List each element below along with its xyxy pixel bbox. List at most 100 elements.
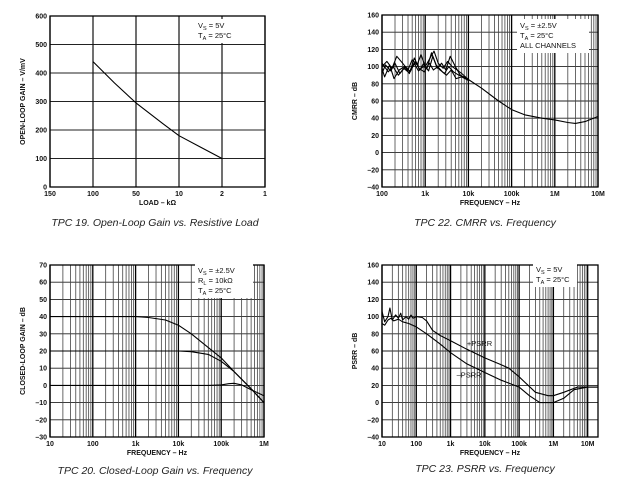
series-line-gain-40db — [50, 316, 265, 403]
annotation-line: TA = 25°C — [198, 286, 232, 297]
x-tick-label: 10 — [46, 441, 54, 448]
annotation-value: = 25°C — [528, 31, 554, 40]
x-tick-label: 10 — [175, 191, 183, 198]
plot-frame — [381, 264, 599, 438]
y-tick-label: 60 — [39, 280, 47, 287]
y-tick-label: 0 — [43, 185, 47, 192]
annotation-subscript: S — [525, 26, 529, 32]
x-axis-label: FREQUENCY – Hz — [460, 450, 521, 457]
x-tick-label: 10M — [591, 191, 605, 198]
figure-caption: TPC 19. Open-Loop Gain vs. Resistive Loa… — [51, 217, 259, 229]
annotation-value: = 5V — [545, 265, 563, 274]
x-tick-label: 100 — [410, 441, 422, 448]
y-axis-label: CMRR – dB — [352, 82, 359, 120]
x-tick-label: 100 — [87, 441, 99, 448]
y-tick-label: 600 — [35, 14, 47, 21]
annotation-background — [517, 19, 589, 53]
annotation-symbol: R — [198, 276, 204, 285]
y-tick-label: 80 — [371, 81, 379, 88]
x-axis-label: LOAD – kΩ — [139, 200, 177, 207]
x-tick-label: 100k — [504, 191, 520, 198]
x-tick-label: 10 — [378, 441, 386, 448]
annotation-line: VS = ±2.5V — [520, 21, 557, 32]
annotation-symbol: V — [520, 21, 525, 30]
y-tick-label: –10 — [35, 400, 47, 407]
x-tick-label: 50 — [132, 191, 140, 198]
annotation-line: TA = 25°C — [198, 31, 232, 42]
y-tick-label: 400 — [35, 71, 47, 78]
annotation-subscript: L — [203, 281, 206, 287]
x-tick-label: 2 — [220, 191, 224, 198]
x-tick-label: 1k — [421, 191, 429, 198]
y-tick-label: 500 — [35, 42, 47, 49]
annotation-line: TA = 25°C — [536, 275, 570, 286]
y-tick-label: 100 — [367, 314, 379, 321]
y-tick-label: 40 — [39, 314, 47, 321]
annotation-symbol: T — [198, 286, 203, 295]
y-tick-label: 30 — [39, 331, 47, 338]
plot-frame — [49, 15, 266, 188]
annotation-symbol: T — [520, 31, 525, 40]
y-tick-label: –20 — [367, 167, 379, 174]
annotation-line: TA = 25°C — [520, 31, 554, 42]
x-tick-label: 10k — [173, 441, 185, 448]
y-tick-label: –20 — [35, 417, 47, 424]
y-tick-label: 140 — [367, 30, 379, 37]
annotation-background — [533, 263, 577, 287]
figure-caption: TPC 22. CMRR vs. Frequency — [414, 217, 557, 229]
y-tick-label: 160 — [367, 263, 379, 270]
x-tick-label: 1 — [263, 191, 267, 198]
y-tick-label: 200 — [35, 128, 47, 135]
x-tick-label: 100k — [511, 441, 527, 448]
y-tick-label: 100 — [367, 64, 379, 71]
annotation-value: = ±2.5V — [529, 21, 557, 30]
y-tick-label: –20 — [367, 417, 379, 424]
annotation-value: = ±2.5V — [207, 266, 235, 275]
series-label: –PSRR — [457, 371, 483, 380]
chart-tpc22: –40 –20 0 20 40 60 80 100 120 140 160 100 1k 10k 100k 1… — [352, 13, 605, 230]
annotation-symbol: ALL CHANNELS — [520, 41, 576, 50]
annotation-value: = 25°C — [544, 275, 570, 284]
chart-tpc19: 0 100 200 300 400 500 600 150 100 50 10 2 1 LOAD – kΩ… — [20, 14, 267, 230]
grid — [381, 264, 599, 438]
x-tick-label: 10M — [581, 441, 595, 448]
grid — [381, 14, 599, 188]
series-line-gain-0db — [50, 382, 265, 397]
y-tick-label: 40 — [371, 366, 379, 373]
annotation-line: RL = 10kΩ — [198, 276, 233, 287]
y-tick-label: 20 — [371, 133, 379, 140]
chart-tpc23: –40 –20 0 20 40 60 80 100 120 140 160 10 100 1k 10k 100… — [352, 263, 599, 475]
annotation-subscript: A — [525, 36, 529, 42]
x-tick-label: 1k — [132, 441, 140, 448]
grid — [49, 264, 265, 438]
annotation-line: VS = 5V — [198, 21, 224, 32]
y-tick-label: 80 — [371, 331, 379, 338]
y-tick-label: 120 — [367, 47, 379, 54]
series-line-gain-20db — [50, 350, 265, 403]
x-tick-label: 1k — [447, 441, 455, 448]
y-tick-label: 0 — [43, 383, 47, 390]
x-tick-label: 1M — [259, 441, 269, 448]
x-tick-label: 100 — [87, 191, 99, 198]
y-tick-label: 300 — [35, 99, 47, 106]
x-tick-label: 1M — [549, 441, 559, 448]
annotation-subscript: S — [541, 270, 545, 276]
x-axis-label: FREQUENCY – Hz — [460, 200, 521, 207]
y-tick-label: 0 — [375, 400, 379, 407]
annotation-line: VS = 5V — [536, 265, 562, 276]
y-tick-label: 120 — [367, 297, 379, 304]
annotation-subscript: S — [203, 26, 207, 32]
annotation-background — [195, 19, 257, 43]
x-tick-label: 10k — [463, 191, 475, 198]
x-axis-label: FREQUENCY – Hz — [127, 450, 188, 457]
y-tick-label: 0 — [375, 150, 379, 157]
annotation-symbol: V — [198, 266, 203, 275]
y-tick-label: 140 — [367, 280, 379, 287]
annotation-line: ALL CHANNELS — [520, 41, 576, 50]
annotation-symbol: T — [198, 31, 203, 40]
y-axis-label: PSRR – dB — [352, 333, 359, 370]
y-tick-label: 10 — [39, 366, 47, 373]
annotation-symbol: T — [536, 275, 541, 284]
